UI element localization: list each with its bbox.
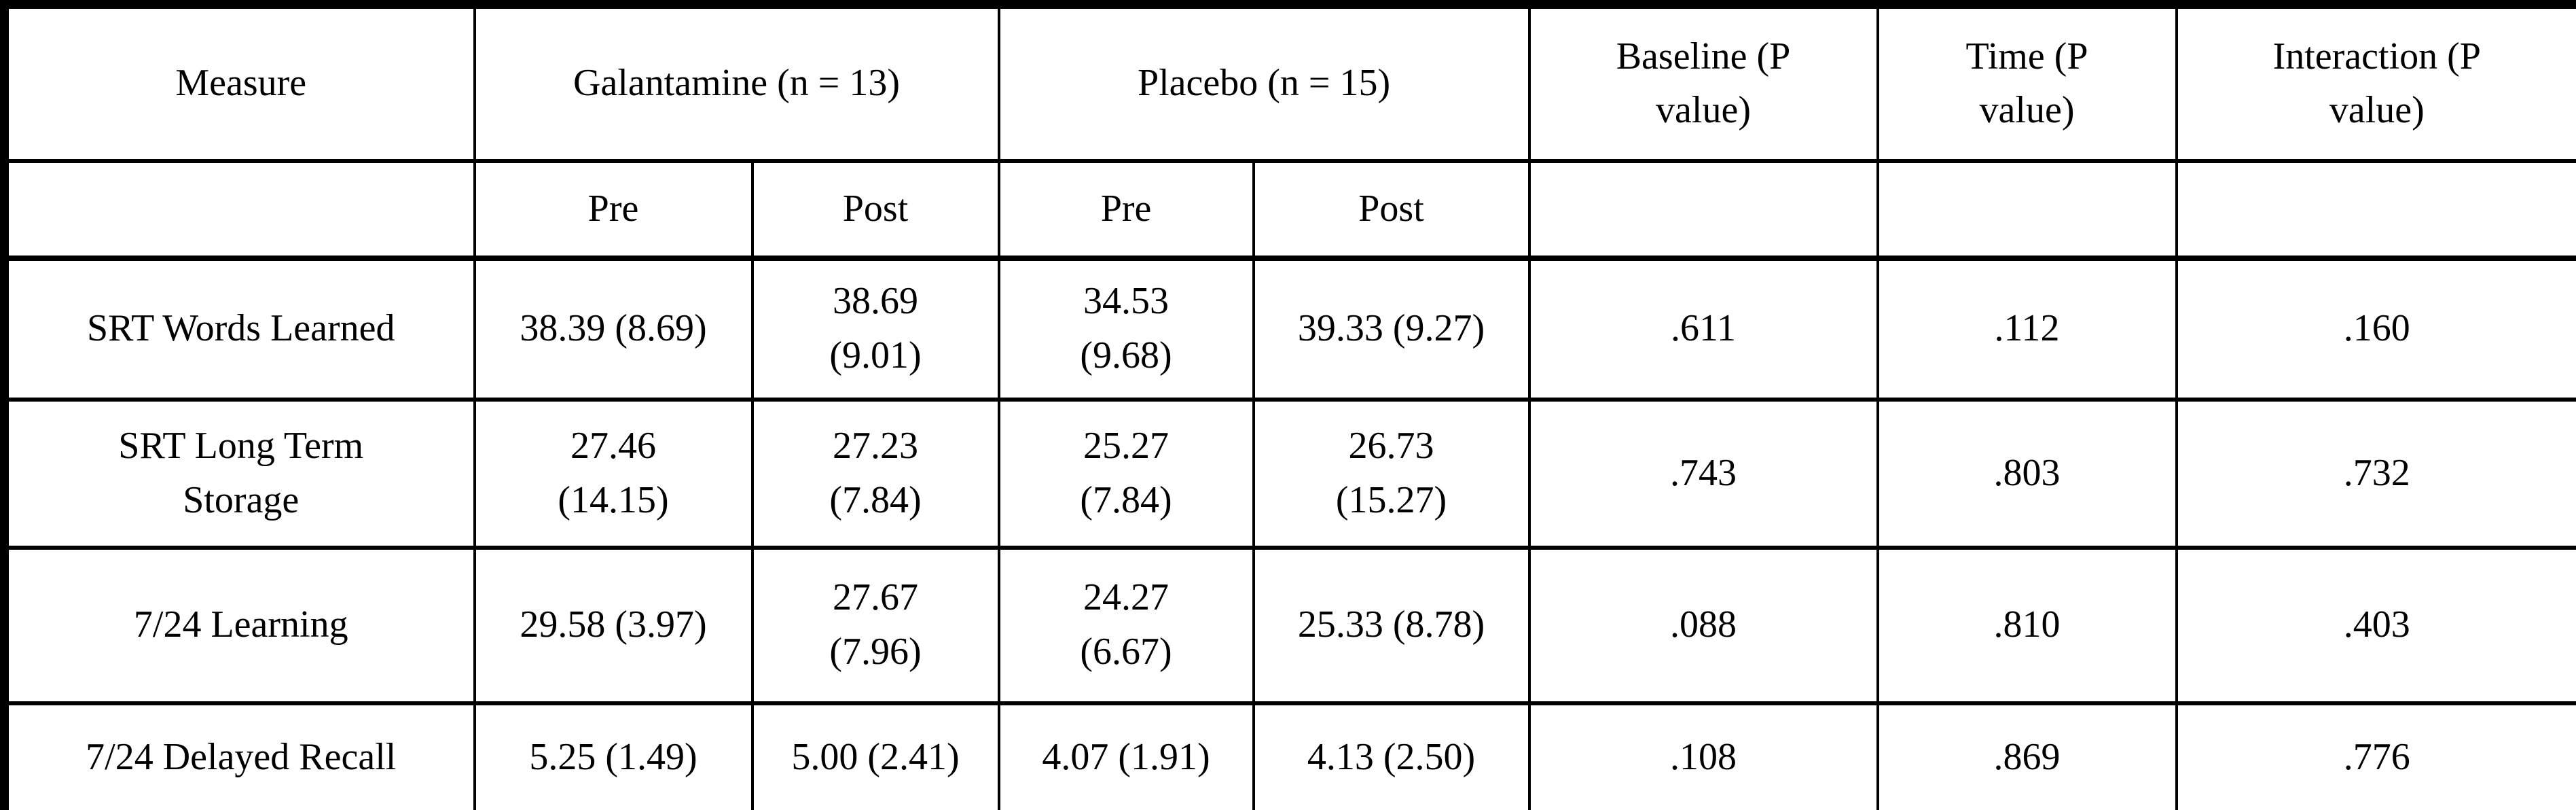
subheader-cell-empty-measure: [3, 158, 476, 261]
galantamine-post-cell: 38.69 (9.01): [750, 256, 1000, 402]
time-pvalue-cell: .869: [1876, 701, 2178, 810]
placebo-pre-cell: 24.27 (6.67): [997, 545, 1255, 705]
measure-cell: 7/24 Learning: [3, 545, 476, 705]
header-cell-time-pvalue: Time (P value): [1876, 2, 2178, 163]
header-cell-measure: Measure: [3, 2, 476, 163]
placebo-post-cell: 4.13 (2.50): [1252, 701, 1531, 810]
placebo-pre-cell: 4.07 (1.91): [997, 701, 1255, 810]
measure-cell: SRT Long Term Storage: [3, 397, 476, 550]
baseline-pvalue-cell: .743: [1527, 397, 1879, 550]
measure-cell: SRT Words Learned: [3, 256, 476, 402]
header-cell-placebo-group: Placebo (n = 15): [997, 2, 1531, 163]
time-pvalue-cell: .810: [1876, 545, 2178, 705]
baseline-pvalue-cell: .088: [1527, 545, 1879, 705]
table-row-srt-words-learned: SRT Words Learned 38.39 (8.69) 38.69 (9.…: [3, 256, 2576, 402]
galantamine-pre-cell: 38.39 (8.69): [473, 256, 754, 402]
subheader-cell-empty-baseline: [1527, 158, 1879, 261]
subheader-cell-galantamine-post: Post: [750, 158, 1000, 261]
header-cell-baseline-pvalue: Baseline (P value): [1527, 2, 1879, 163]
table-subheader-row: Pre Post Pre Post: [3, 158, 2576, 261]
header-cell-galantamine-group: Galantamine (n = 13): [473, 2, 1000, 163]
placebo-pre-cell: 25.27 (7.84): [997, 397, 1255, 550]
galantamine-post-cell: 27.67 (7.96): [750, 545, 1000, 705]
measure-cell: 7/24 Delayed Recall: [3, 701, 476, 810]
baseline-pvalue-cell: .108: [1527, 701, 1879, 810]
subheader-cell-empty-time: [1876, 158, 2178, 261]
subheader-cell-placebo-pre: Pre: [997, 158, 1255, 261]
subheader-cell-empty-interaction: [2175, 158, 2576, 261]
time-pvalue-cell: .803: [1876, 397, 2178, 550]
subheader-cell-galantamine-pre: Pre: [473, 158, 754, 261]
placebo-post-cell: 25.33 (8.78): [1252, 545, 1531, 705]
table-row-724-learning: 7/24 Learning 29.58 (3.97) 27.67 (7.96) …: [3, 545, 2576, 705]
placebo-post-cell: 39.33 (9.27): [1252, 256, 1531, 402]
baseline-pvalue-cell: .611: [1527, 256, 1879, 402]
header-cell-interaction-pvalue: Interaction (P value): [2175, 2, 2576, 163]
interaction-pvalue-cell: .732: [2175, 397, 2576, 550]
placebo-post-cell: 26.73 (15.27): [1252, 397, 1531, 550]
table-header-row: Measure Galantamine (n = 13) Placebo (n …: [3, 2, 2576, 163]
galantamine-post-cell: 5.00 (2.41): [750, 701, 1000, 810]
interaction-pvalue-cell: .776: [2175, 701, 2576, 810]
galantamine-pre-cell: 27.46 (14.15): [473, 397, 754, 550]
galantamine-post-cell: 27.23 (7.84): [750, 397, 1000, 550]
table-row-srt-long-term-storage: SRT Long Term Storage 27.46 (14.15) 27.2…: [3, 397, 2576, 550]
placebo-pre-cell: 34.53 (9.68): [997, 256, 1255, 402]
galantamine-pre-cell: 5.25 (1.49): [473, 701, 754, 810]
subheader-cell-placebo-post: Post: [1252, 158, 1531, 261]
galantamine-pre-cell: 29.58 (3.97): [473, 545, 754, 705]
interaction-pvalue-cell: .160: [2175, 256, 2576, 402]
table-row-724-delayed-recall: 7/24 Delayed Recall 5.25 (1.49) 5.00 (2.…: [3, 701, 2576, 810]
time-pvalue-cell: .112: [1876, 256, 2178, 402]
interaction-pvalue-cell: .403: [2175, 545, 2576, 705]
